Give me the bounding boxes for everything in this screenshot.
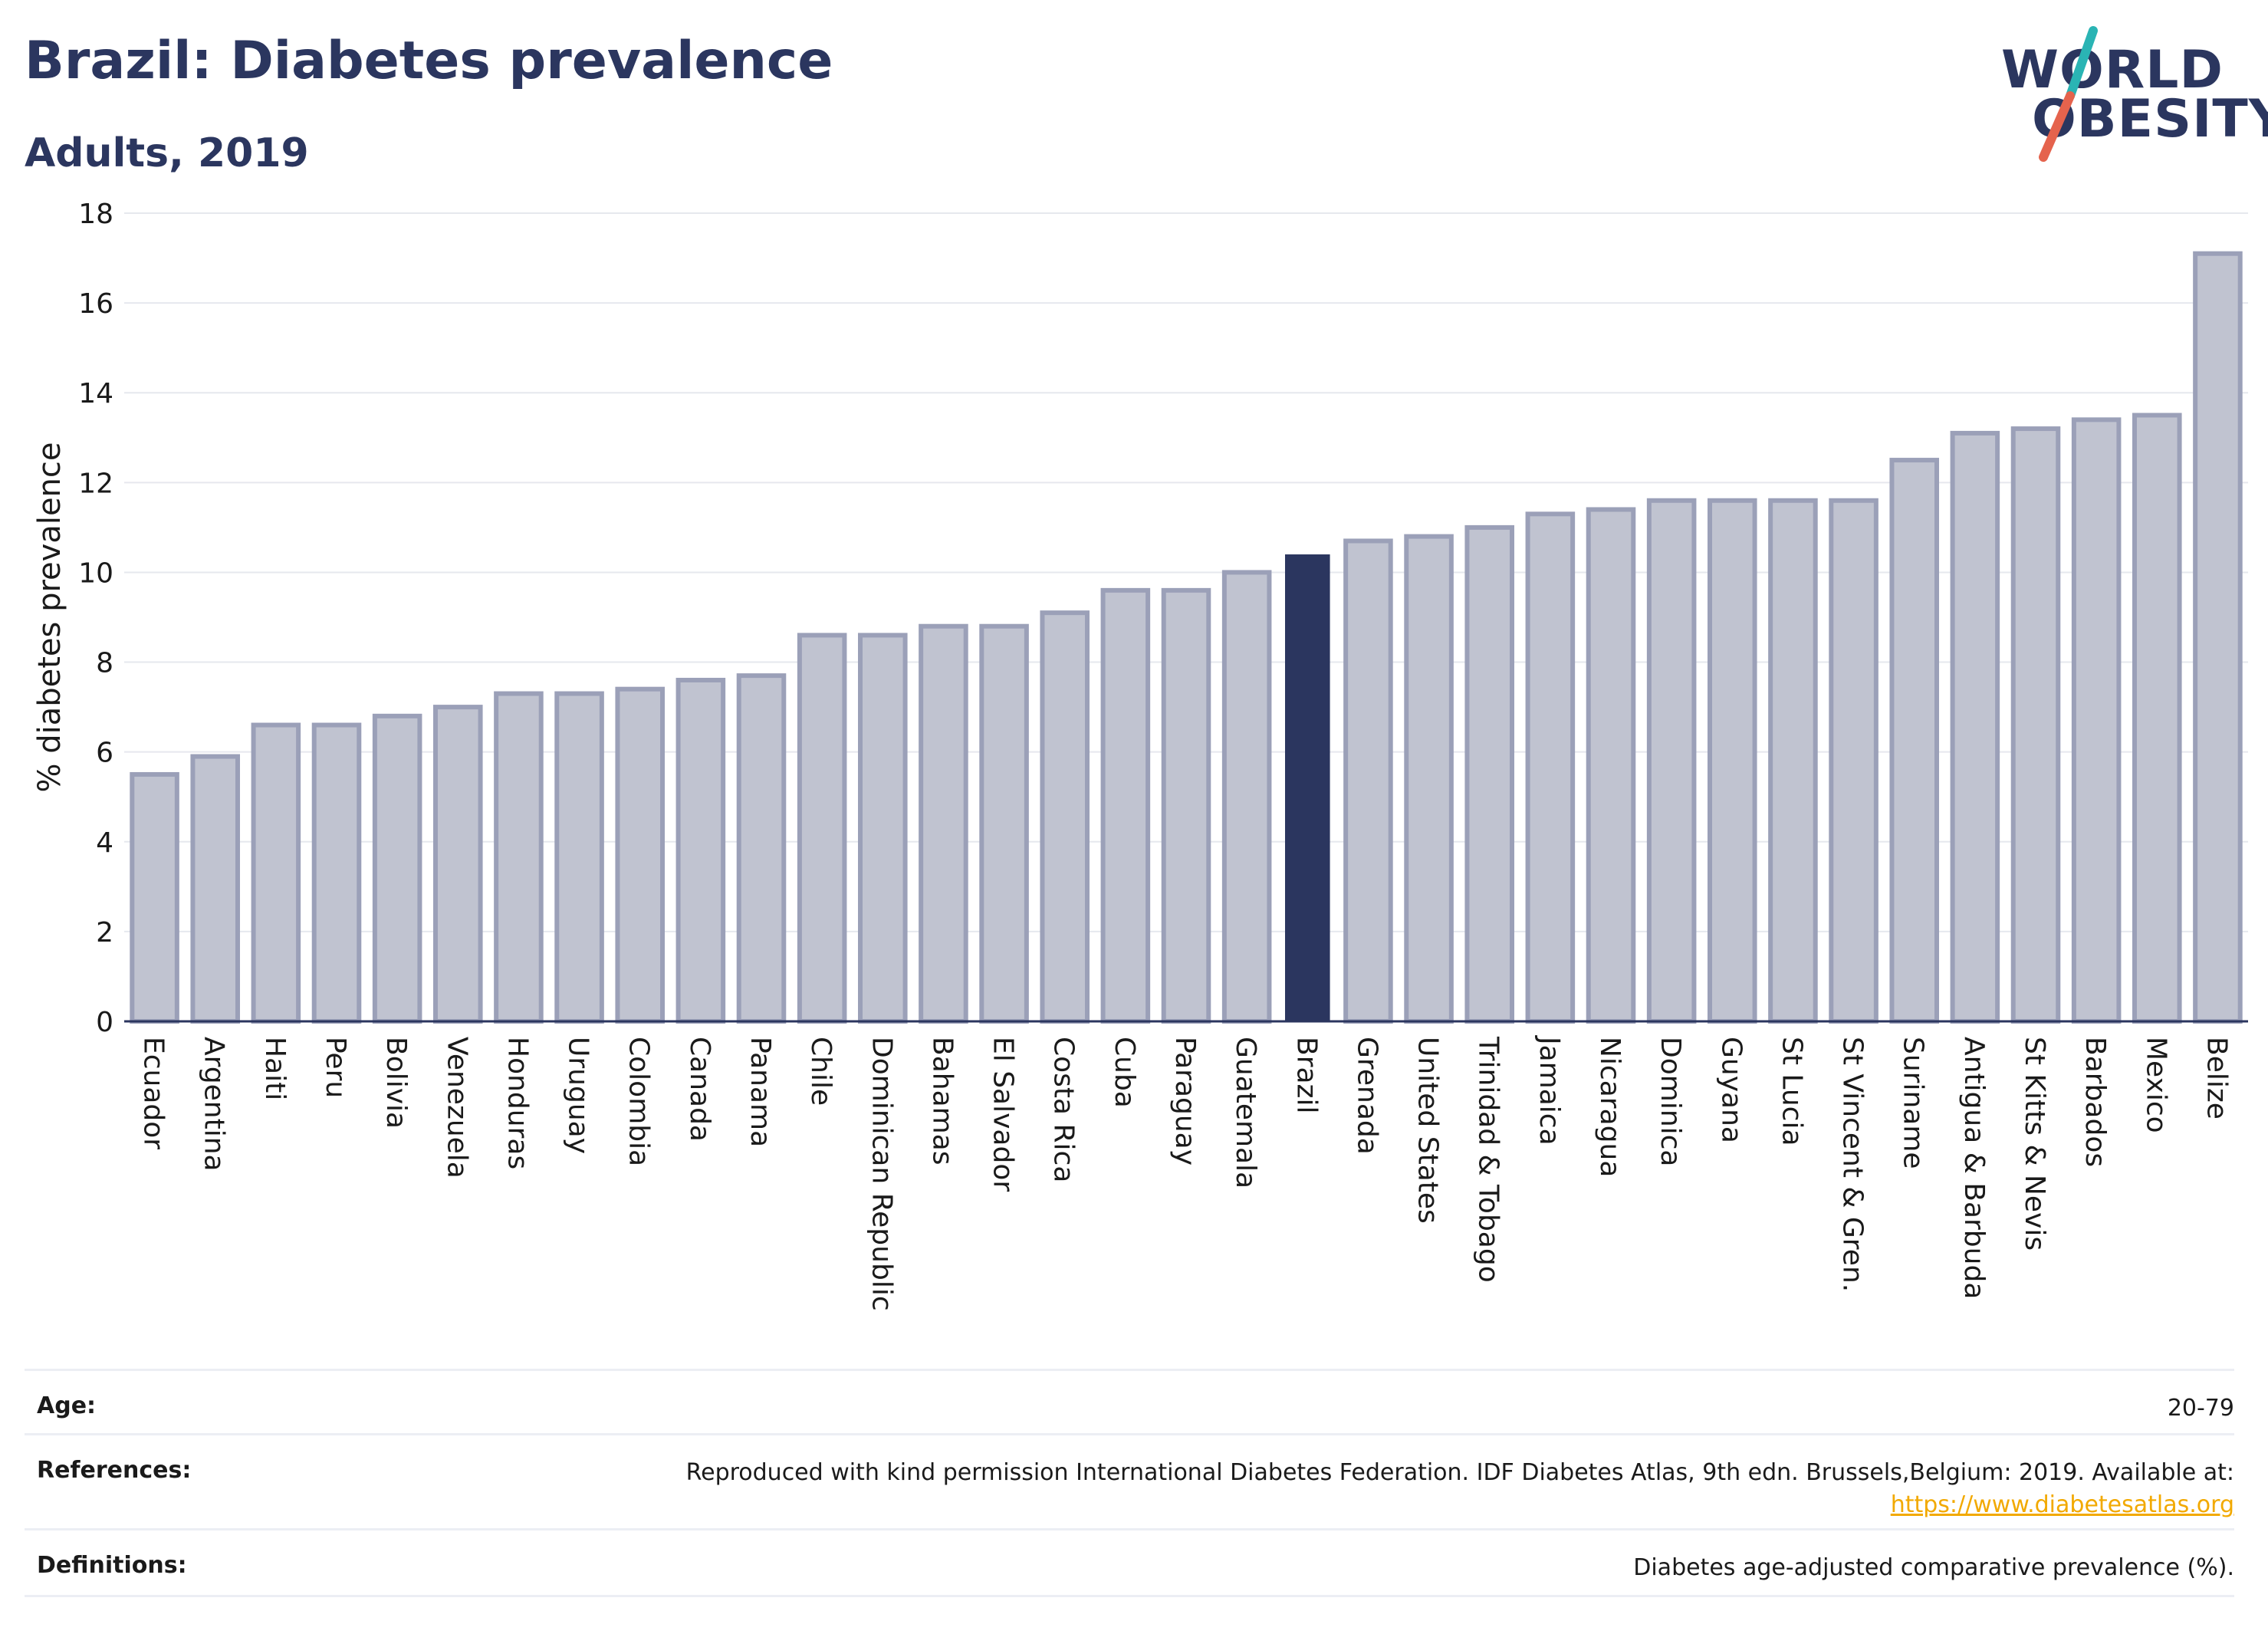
chart-subtitle: Adults, 2019 <box>25 130 309 176</box>
bar <box>1586 507 1636 1024</box>
x-tick-label: Brazil <box>1290 1037 1322 1113</box>
bar <box>1221 570 1272 1024</box>
logo-slash-icon <box>2039 26 2098 162</box>
x-tick-label: Belize <box>2201 1037 2232 1119</box>
bar <box>1768 498 1818 1024</box>
bar <box>675 677 726 1024</box>
bar <box>1646 498 1697 1024</box>
x-tick-label: St Kitts & Nevis <box>2019 1037 2050 1251</box>
bar <box>554 691 604 1024</box>
x-tick-label: St Lucia <box>1776 1037 1807 1146</box>
bar <box>2010 426 2061 1024</box>
x-tick-label: Guatemala <box>1230 1037 1261 1189</box>
x-tick-label: Bahamas <box>926 1037 958 1165</box>
bar <box>130 771 179 1024</box>
bar <box>797 633 847 1024</box>
bar <box>1040 610 1090 1024</box>
footer-row-references: References: Reproduced with kind permiss… <box>25 1433 2234 1530</box>
x-tick-label: Cuba <box>1109 1037 1140 1108</box>
x-tick-label: Canada <box>684 1037 715 1142</box>
references-link[interactable]: https://www.diabetesatlas.org <box>1890 1491 2234 1518</box>
x-tick-label: Dominican Republic <box>866 1037 897 1311</box>
x-tick-label: Peru <box>320 1037 351 1098</box>
bar <box>1464 524 1514 1024</box>
x-tick-label: Grenada <box>1351 1037 1382 1155</box>
x-tick-label: Guyana <box>1715 1037 1747 1143</box>
bar <box>251 722 301 1024</box>
bar <box>1708 498 1757 1024</box>
bar <box>311 722 362 1024</box>
bar <box>1404 534 1454 1024</box>
x-tick-label: El Salvador <box>988 1037 1019 1192</box>
references-label: References: <box>37 1457 192 1484</box>
bar <box>2132 413 2182 1024</box>
bar <box>858 633 908 1024</box>
age-label: Age: <box>37 1392 97 1419</box>
y-tick-label: 14 <box>78 378 113 409</box>
x-tick-label: Barbados <box>2079 1037 2111 1167</box>
references-value: Reproduced with kind permission Internat… <box>686 1457 2234 1521</box>
bar <box>1161 587 1211 1024</box>
bar <box>190 754 240 1024</box>
x-tick-label: Argentina <box>199 1037 230 1172</box>
bar <box>2071 417 2122 1024</box>
x-tick-label: Jamaica <box>1533 1035 1565 1146</box>
bar <box>1100 587 1151 1024</box>
bar <box>1889 458 1939 1024</box>
bar <box>1285 554 1330 1021</box>
x-tick-label: Ecuador <box>138 1037 169 1149</box>
y-tick-label: 10 <box>78 557 113 589</box>
x-tick-label: Mexico <box>2140 1037 2171 1133</box>
bar <box>372 713 422 1024</box>
bar <box>615 686 665 1024</box>
chart-title: Brazil: Diabetes prevalence <box>25 31 833 91</box>
x-tick-label: Costa Rica <box>1048 1037 1080 1182</box>
x-tick-label: Panama <box>744 1037 776 1147</box>
y-tick-label: 18 <box>78 199 113 230</box>
x-tick-label: Dominica <box>1655 1037 1686 1167</box>
x-tick-label: Trinidad & Tobago <box>1473 1036 1504 1283</box>
x-tick-label: Nicaragua <box>1594 1037 1625 1177</box>
bar <box>919 623 968 1024</box>
bar <box>494 691 544 1024</box>
x-tick-label: Suriname <box>1898 1037 1929 1169</box>
y-axis-label: % diabetes prevalence <box>32 442 67 792</box>
logo-line-1: WORLD <box>2001 40 2224 100</box>
bar <box>1525 511 1576 1024</box>
y-tick-label: 6 <box>96 738 113 769</box>
definitions-label: Definitions: <box>37 1552 187 1579</box>
x-tick-label: Haiti <box>259 1037 291 1100</box>
bar-chart: 0 2 4 6 8 10 12 14 16 18 % diabetes prevalence Ecua… <box>32 199 2248 1311</box>
bar <box>2193 251 2243 1024</box>
x-tick-label: Paraguay <box>1169 1037 1201 1165</box>
x-tick-label: Venezuela <box>441 1037 472 1179</box>
footer-row-age: Age: 20-79 <box>25 1369 2234 1435</box>
bar <box>979 623 1029 1024</box>
y-tick-label: 16 <box>78 288 113 320</box>
x-tick-label: Uruguay <box>563 1037 594 1154</box>
y-tick-label: 4 <box>96 827 113 859</box>
x-tick-label: Antigua & Barbuda <box>1958 1037 1990 1299</box>
y-tick-label: 2 <box>96 917 113 949</box>
bar <box>1950 430 2000 1024</box>
bar <box>1829 498 1878 1024</box>
age-value: 20-79 <box>2167 1395 2234 1422</box>
bar <box>433 705 483 1024</box>
x-tick-label: Honduras <box>501 1037 533 1169</box>
y-tick-label: 12 <box>78 468 113 499</box>
bar <box>1343 538 1393 1024</box>
x-tick-label: United States <box>1412 1037 1444 1224</box>
footer-row-definitions: Definitions: Diabetes age-adjusted compa… <box>25 1528 2234 1597</box>
definitions-value: Diabetes age-adjusted comparative preval… <box>1633 1554 2234 1581</box>
y-tick-label: 0 <box>96 1007 113 1038</box>
world-obesity-logo: WORLD OBESITY <box>2001 23 2268 169</box>
bar <box>736 673 787 1024</box>
y-tick-label: 8 <box>96 648 113 679</box>
x-tick-label: St Vincent & Gren. <box>1837 1037 1869 1292</box>
x-tick-label: Bolivia <box>380 1037 412 1129</box>
x-tick-label: Chile <box>805 1037 837 1106</box>
x-tick-label: Colombia <box>623 1037 655 1166</box>
references-text: Reproduced with kind permission Internat… <box>685 1459 2234 1486</box>
